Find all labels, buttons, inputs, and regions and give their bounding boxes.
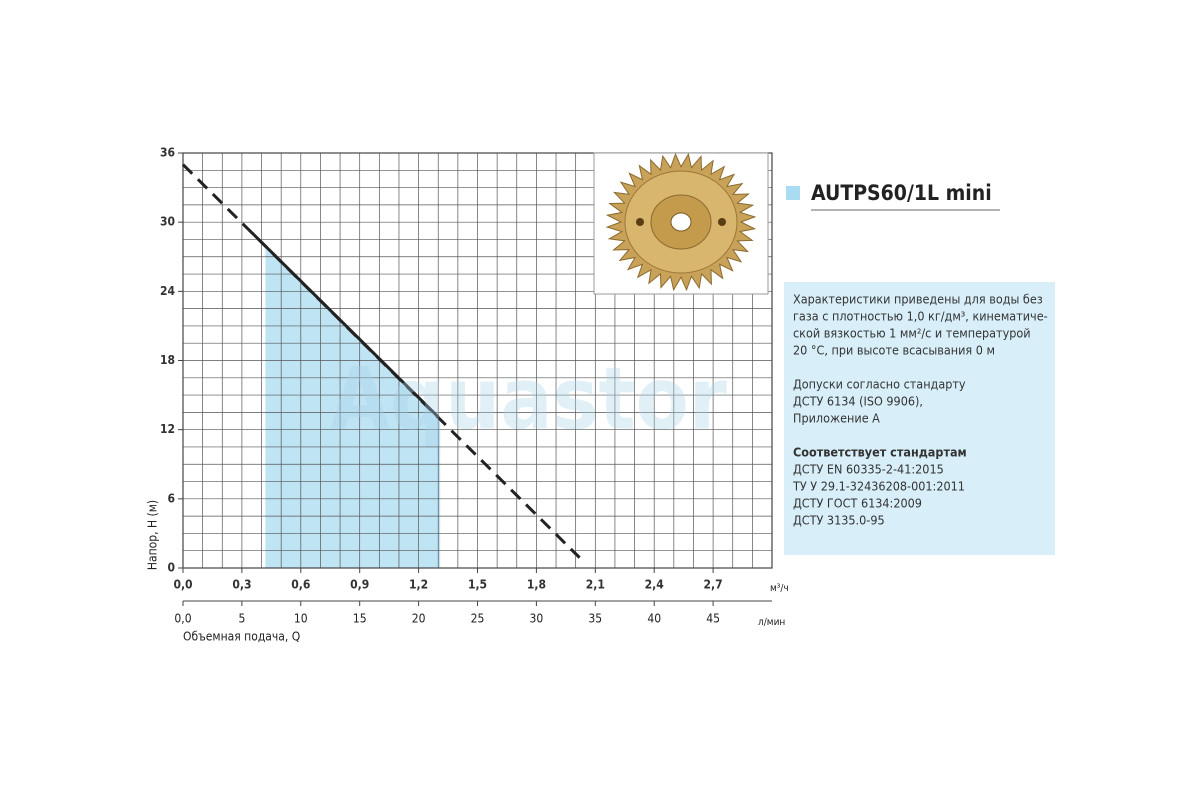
note-line: ДСТУ 3135.0-95 bbox=[793, 513, 885, 528]
x-tick-label: 1,5 bbox=[468, 578, 487, 592]
impeller bbox=[605, 152, 757, 292]
x-tick-label: 2,7 bbox=[704, 578, 723, 592]
note-line: ДСТУ EN 60335-2-41:2015 bbox=[793, 462, 944, 477]
y-tick-label: 30 bbox=[160, 215, 175, 229]
x2-tick-label: 10 bbox=[294, 612, 308, 626]
x-tick-label: 2,1 bbox=[586, 578, 605, 592]
y-tick-label: 0 bbox=[167, 561, 175, 575]
x2-tick-label: 20 bbox=[412, 612, 426, 626]
product-title: AUTPS60/1L mini bbox=[811, 181, 992, 205]
y-tick-label: 18 bbox=[160, 353, 175, 367]
x2-tick-label: 40 bbox=[647, 612, 661, 626]
working-range bbox=[265, 246, 441, 568]
x2-unit: л/мин bbox=[758, 617, 785, 628]
note-line: ДСТУ 6134 (ISO 9906), bbox=[793, 394, 923, 409]
note-line: ской вязкостью 1 мм²/с и температурой bbox=[793, 326, 1031, 341]
notes-box bbox=[784, 282, 1055, 555]
x-tick-label: 0,6 bbox=[291, 578, 310, 592]
x-tick-label: 1,8 bbox=[527, 578, 546, 592]
note-line: 20 °С, при высоте всасывания 0 м bbox=[793, 343, 995, 358]
y-tick-label: 6 bbox=[167, 491, 175, 505]
note-line: Соответствует стандартам bbox=[793, 445, 967, 460]
x2-tick-label: 45 bbox=[706, 612, 720, 626]
y-axis-title: Напор, Н (м) bbox=[146, 500, 160, 570]
note-line: газа с плотностью 1,0 кг/дм³, кинематиче… bbox=[793, 309, 1048, 324]
x2-tick-label: 15 bbox=[353, 612, 367, 626]
y-tick-label: 12 bbox=[160, 422, 175, 436]
photo bbox=[593, 152, 769, 295]
note-line: ДСТУ ГОСТ 6134:2009 bbox=[793, 496, 922, 511]
x-tick-label: 1,2 bbox=[409, 578, 428, 592]
note-line: ТУ У 29.1-32436208-001:2011 bbox=[792, 479, 965, 494]
note-line: Допуски согласно стандарту bbox=[793, 377, 966, 392]
head-curve bbox=[250, 231, 440, 419]
x-tick-label: 0,0 bbox=[173, 578, 192, 592]
impeller-hole bbox=[636, 218, 644, 226]
y-tick-label: 36 bbox=[160, 146, 175, 160]
x-tick-label: 0,3 bbox=[232, 578, 251, 592]
impeller-bore bbox=[670, 212, 692, 232]
x2-tick-label: 5 bbox=[238, 612, 245, 626]
notes: Характеристики приведены для воды без газ… bbox=[792, 292, 1048, 528]
plot: 0 6 12 18 24 30 36 0,0 0,3 0,6 0,9 1,2 1,5 1,8 2,1 2,4 2… bbox=[160, 146, 773, 626]
title-marker bbox=[786, 186, 800, 200]
note-line: Приложение А bbox=[793, 411, 880, 426]
x2-tick-label: 30 bbox=[530, 612, 544, 626]
x-tick-label: 2,4 bbox=[645, 578, 665, 592]
x-tick-label: 0,9 bbox=[350, 578, 369, 592]
note-line: Характеристики приведены для воды без bbox=[793, 292, 1043, 307]
y-tick-label: 24 bbox=[160, 284, 176, 298]
x-axis-title: Объемная подача, Q bbox=[183, 630, 300, 644]
impeller-hole bbox=[718, 218, 726, 226]
x-unit: м³/ч bbox=[770, 583, 789, 594]
x2-tick-label: 35 bbox=[588, 612, 602, 626]
x2-tick-label: 25 bbox=[471, 612, 485, 626]
x2-tick-label: 0,0 bbox=[174, 612, 191, 626]
watermark: Aquastor bbox=[330, 349, 727, 449]
